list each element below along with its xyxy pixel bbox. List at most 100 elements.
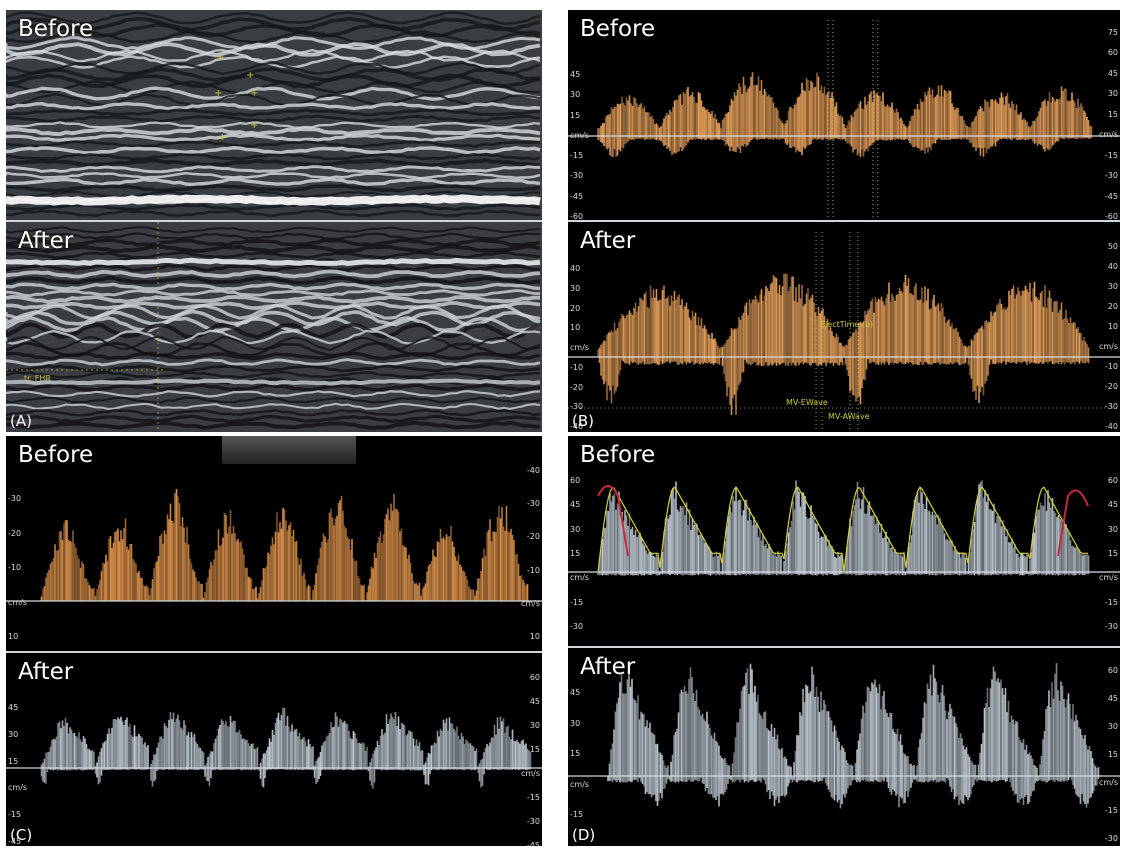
axis-tick-label: -45	[1104, 191, 1118, 201]
axis-tick-label: 45	[1107, 68, 1118, 78]
axis-tick-label: 10	[570, 323, 581, 333]
axis-tick-label: 45	[1107, 500, 1118, 510]
panel-c-probe-thumbnail	[222, 436, 356, 464]
panel-a-divider	[6, 220, 542, 222]
panel-b-divider	[568, 220, 1120, 222]
axis-tick-label: -15	[526, 793, 540, 802]
axis-tick-label: -30	[570, 402, 584, 412]
axis-tick-label: cm/s	[1098, 130, 1118, 140]
axis-tick-label: cm/s	[570, 130, 590, 140]
axis-tick-label: 10	[529, 632, 540, 641]
axis-tick-label: -40	[526, 466, 540, 475]
axis-tick-label: 30	[570, 90, 581, 100]
panel-b-mv-doppler: Before 45 30 15 cm/s -15 -30 -45 -60 75 60 45 30 15 c…	[568, 10, 1120, 432]
axis-tick-label: -40	[570, 422, 584, 431]
panel-d-divider	[568, 646, 1120, 648]
axis-tick-label: 20	[570, 303, 581, 313]
panel-b-before: Before 45 30 15 cm/s -15 -30 -45 -60 75 60 45 30 15 c…	[568, 10, 1120, 220]
axis-tick-label: -45	[526, 841, 540, 846]
axis-tick-label: -20	[570, 382, 584, 392]
axis-tick-label: cm/s	[1098, 573, 1118, 583]
axis-tick-label: 60	[1107, 476, 1118, 485]
axis-tick-label: -45	[8, 837, 22, 846]
panel-a-mmode: + + + + + + Before After tr. FHR (A)	[6, 10, 542, 432]
axis-tick-label: 40	[570, 264, 581, 273]
caliper-mark: +	[214, 88, 222, 99]
axis-tick-label: 30	[1107, 722, 1118, 731]
axis-tick-label: 30	[529, 721, 540, 730]
panel-b-label: (B)	[572, 412, 594, 430]
panel-b-before-title: Before	[580, 16, 656, 42]
axis-tick-label: 15	[570, 549, 581, 558]
panel-d-after-title: After	[580, 654, 636, 680]
axis-tick-label: 75	[1107, 28, 1118, 37]
axis-tick-label: -60	[570, 212, 584, 220]
panel-b-awave-annotation: MV-AWave	[828, 412, 870, 421]
axis-tick-label: cm/s	[8, 597, 28, 607]
panel-a-after-title: After	[18, 228, 74, 254]
caliper-mark: +	[218, 132, 226, 143]
axis-tick-label: cm/s	[520, 769, 540, 778]
axis-tick-label: cm/s	[520, 598, 540, 608]
axis-tick-label: -10	[8, 563, 22, 572]
axis-tick-label: cm/s	[1098, 778, 1118, 787]
axis-tick-label: 45	[529, 697, 540, 706]
axis-tick-label: 15	[1107, 549, 1118, 558]
axis-tick-label: -40	[1104, 422, 1118, 431]
axis-tick-label: -30	[526, 817, 540, 826]
axis-tick-label: 45	[570, 500, 581, 510]
axis-tick-label: 15	[570, 110, 581, 120]
panel-c-after-title: After	[18, 659, 74, 685]
panel-a-before: + + + + + + Before	[6, 10, 542, 220]
axis-tick-label: 30	[570, 283, 581, 293]
panel-d-doppler: Before 60 45 30 15 cm/s -15 -30 60 45 30 15 cm/s -15…	[568, 436, 1120, 846]
axis-tick-label: -30	[8, 494, 22, 503]
axis-tick-label: 45	[8, 703, 19, 712]
panel-c-divider	[6, 651, 542, 653]
panel-d-after: After 45 30 15 cm/s -15 60 45 30 15 cm/s -15 -30	[568, 648, 1120, 846]
axis-tick-label: 60	[1107, 666, 1118, 675]
panel-d-label: (D)	[572, 826, 596, 844]
axis-tick-label: 30	[570, 718, 581, 728]
axis-tick-label: 60	[570, 476, 581, 485]
axis-tick-label: 30	[1107, 89, 1118, 99]
caliper-mark: +	[250, 120, 258, 131]
panel-c-doppler: Before -30 -20 -10 cm/s 10 -40 -30 -20 -10 cm/s 10…	[6, 436, 542, 846]
panel-b-after-title: After	[580, 228, 636, 254]
axis-tick-label: cm/s	[570, 343, 590, 352]
axis-tick-label: -30	[1104, 171, 1118, 181]
panel-d-before: Before 60 45 30 15 cm/s -15 -30 60 45 30 15 cm/s -15…	[568, 436, 1120, 646]
axis-tick-label: 15	[570, 749, 581, 758]
axis-tick-label: -30	[1104, 622, 1118, 631]
axis-tick-label: 15	[529, 745, 540, 754]
axis-tick-label: -30	[570, 622, 584, 631]
panel-a-before-title: Before	[18, 16, 94, 42]
panel-b-ejecttime-annotation: EjectTime (b)	[820, 320, 874, 329]
axis-tick-label: 30	[8, 729, 19, 739]
axis-tick-label: 20	[1107, 302, 1118, 311]
axis-tick-label: -15	[570, 810, 584, 819]
axis-tick-label: 15	[1107, 750, 1118, 759]
axis-tick-label: 30	[1107, 282, 1118, 291]
axis-tick-label: -15	[1104, 597, 1118, 607]
caliper-mark: +	[246, 70, 254, 81]
panel-c-before-title: Before	[18, 442, 94, 468]
panel-c-after: After 45 30 15 cm/s -15 -45 60 45 30 15 cm/s -15 -30…	[6, 653, 542, 846]
axis-tick-label: 15	[8, 756, 19, 766]
axis-tick-label: -30	[1104, 834, 1118, 843]
axis-tick-label: -15	[570, 151, 584, 161]
axis-tick-label: 60	[529, 673, 540, 682]
axis-tick-label: 50	[1107, 242, 1118, 251]
panel-c-label: (C)	[10, 826, 33, 844]
axis-tick-label: 45	[570, 70, 581, 79]
panel-a-fhr-annotation: tr. FHR	[24, 374, 51, 383]
axis-tick-label: -10	[570, 362, 584, 372]
axis-tick-label: cm/s	[8, 783, 28, 793]
axis-tick-label: -30	[1104, 402, 1118, 411]
axis-tick-label: cm/s	[1098, 342, 1118, 351]
axis-tick-label: -10	[1104, 362, 1118, 371]
axis-tick-label: -30	[526, 499, 540, 509]
axis-tick-label: -15	[1104, 150, 1118, 160]
axis-tick-label: 45	[570, 688, 581, 697]
axis-tick-label: -10	[526, 565, 540, 575]
